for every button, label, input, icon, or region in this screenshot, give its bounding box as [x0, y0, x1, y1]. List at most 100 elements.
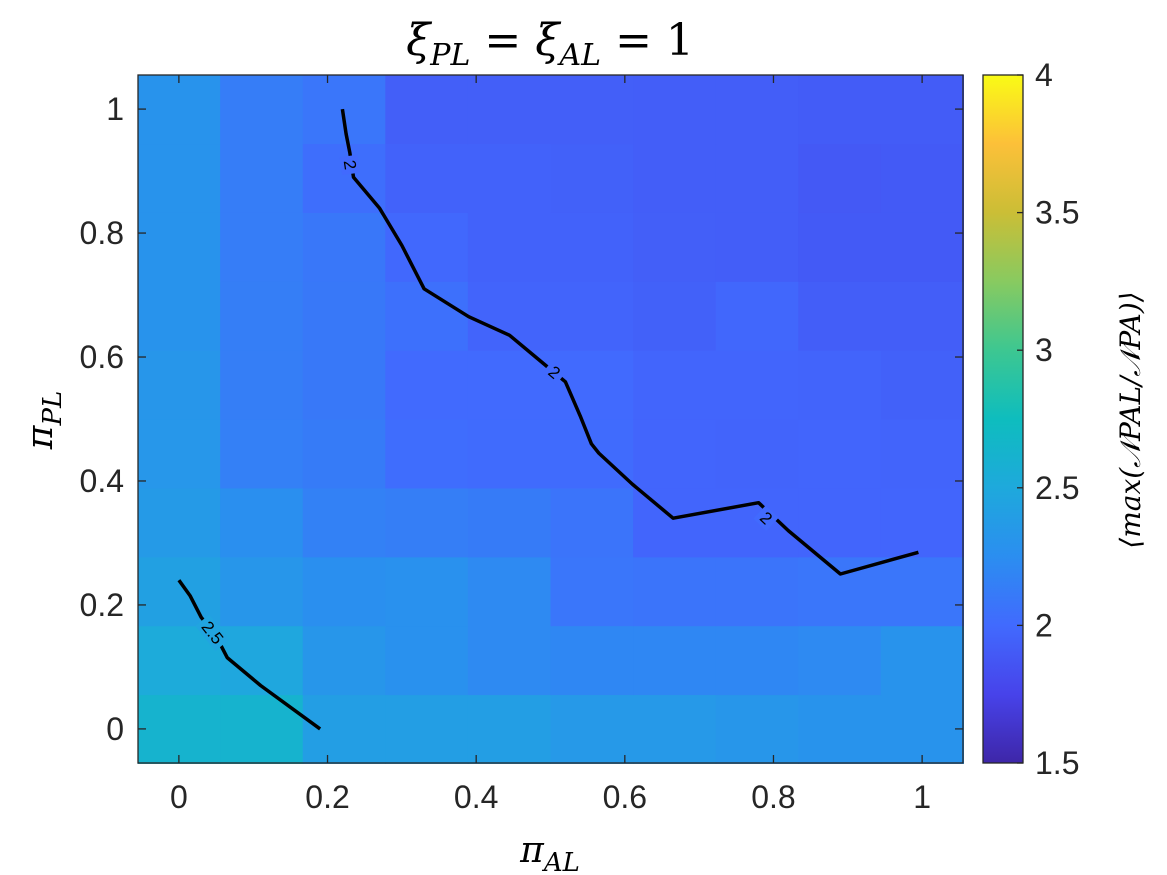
heatmap-cell	[633, 487, 717, 558]
axes-frame	[137, 74, 964, 764]
heatmap-cell	[220, 487, 304, 558]
heatmap-cell	[880, 212, 964, 282]
heatmap-cell	[715, 212, 799, 282]
title-tail: = 1	[601, 15, 694, 66]
heatmap-cell	[220, 694, 304, 764]
heatmap-cell	[798, 143, 882, 213]
chart-title: ξPL = ξAL = 1	[406, 15, 694, 73]
y-tick-label: 0	[106, 711, 124, 747]
contour-label-gap	[195, 614, 230, 651]
heatmap-cell	[302, 350, 386, 420]
heatmap-cell	[137, 74, 221, 145]
heatmap-cell	[220, 281, 304, 351]
colorbar-tick-label: 2	[1035, 607, 1053, 643]
y-tick-label: 0.8	[80, 215, 124, 251]
heatmap-cell	[715, 487, 799, 558]
heatmap-cell	[220, 212, 304, 282]
heatmap-cell	[467, 281, 552, 351]
heatmap-cell	[550, 212, 634, 282]
heatmap-cell	[715, 556, 799, 627]
heatmap-cell	[385, 419, 469, 489]
heatmap-cell	[467, 143, 552, 213]
heatmap-cell	[220, 625, 304, 696]
heatmap-cell	[302, 487, 386, 558]
x-axis-label-sub: AL	[542, 848, 580, 875]
colorbar	[982, 74, 1024, 764]
y-tick-label: 1	[106, 91, 124, 127]
y-axis-label: πPL	[20, 391, 68, 450]
heatmap-cell	[798, 556, 882, 627]
heatmap-cell	[880, 281, 964, 351]
heatmap-cell	[633, 281, 717, 351]
heatmap-cell	[633, 143, 717, 213]
heatmap-cell	[880, 487, 964, 558]
heatmap-cell	[467, 487, 552, 558]
heatmap-cell	[385, 556, 469, 627]
heatmap-cell	[467, 694, 552, 764]
heatmap-cell	[220, 350, 304, 420]
heatmap-cell	[385, 694, 469, 764]
heatmap-cell	[385, 625, 469, 696]
heatmap-cell	[633, 350, 717, 420]
heatmap-cell	[880, 350, 964, 420]
contour-label-gap	[339, 154, 361, 176]
heatmap-cell	[385, 212, 469, 282]
heatmap-cell	[385, 350, 469, 420]
heatmap-cell	[880, 556, 964, 627]
heatmap-cell	[880, 419, 964, 489]
heatmap-cell	[550, 74, 634, 145]
heatmap-cell	[137, 556, 221, 627]
heatmap-cell	[798, 694, 882, 764]
y-tick-label: 0.2	[80, 587, 124, 623]
heatmap-cell	[137, 419, 221, 489]
colorbar-tick-label: 1.5	[1035, 745, 1079, 781]
heatmap-cell	[798, 74, 882, 145]
heatmap-cell	[798, 281, 882, 351]
y-axis-label-base: π	[20, 424, 61, 450]
heatmap-cell	[633, 556, 717, 627]
colorbar-tick-label: 3.5	[1035, 195, 1079, 231]
contour-label-gap	[753, 505, 779, 531]
heatmap-cell	[550, 350, 634, 420]
heatmap-cell	[302, 556, 386, 627]
heatmap-cells	[137, 74, 964, 764]
heatmap-cell	[633, 419, 717, 489]
x-tick-label: 0.2	[305, 779, 349, 815]
heatmap-cell	[633, 625, 717, 696]
heatmap-cell	[798, 487, 882, 558]
x-axis-label-base: π	[519, 830, 545, 871]
heatmap-cell	[550, 694, 634, 764]
colorbar-label: ⟨max(𝒩PAL/𝒩PA)⟩	[1114, 291, 1147, 548]
colorbar-tick-label: 4	[1035, 57, 1053, 93]
heatmap-cell	[137, 143, 221, 213]
heatmap-cell	[715, 625, 799, 696]
heatmap-cell	[137, 694, 221, 764]
heatmap-cell	[467, 350, 552, 420]
heatmap-cell	[467, 625, 552, 696]
heatmap-cell	[550, 487, 634, 558]
y-tick-label: 0.6	[80, 339, 124, 375]
heatmap-cell	[385, 143, 469, 213]
heatmap-cell	[715, 281, 799, 351]
heatmap-cell	[550, 556, 634, 627]
heatmap-cell	[633, 694, 717, 764]
heatmap-cell	[220, 556, 304, 627]
heatmap-cell	[550, 419, 634, 489]
heatmap-cell	[302, 625, 386, 696]
colorbar-ticks: 1.5 2 2.5 3 3.5 4	[1017, 57, 1079, 781]
heatmap-cell	[137, 212, 221, 282]
title-mid: = ξ	[470, 15, 562, 66]
x-tick-label: 0.8	[751, 779, 795, 815]
colorbar-tick-label: 2.5	[1035, 470, 1079, 506]
heatmap-cell	[467, 212, 552, 282]
heatmap-cell	[220, 143, 304, 213]
heatmap-cell	[550, 281, 634, 351]
heatmap-cell	[302, 212, 386, 282]
heatmap-cell	[633, 212, 717, 282]
x-tick-label: 0.6	[603, 779, 647, 815]
heatmap-cell	[715, 350, 799, 420]
heatmap-cell	[467, 74, 552, 145]
x-tick-label: 0.4	[454, 779, 498, 815]
heatmap-cell	[715, 74, 799, 145]
